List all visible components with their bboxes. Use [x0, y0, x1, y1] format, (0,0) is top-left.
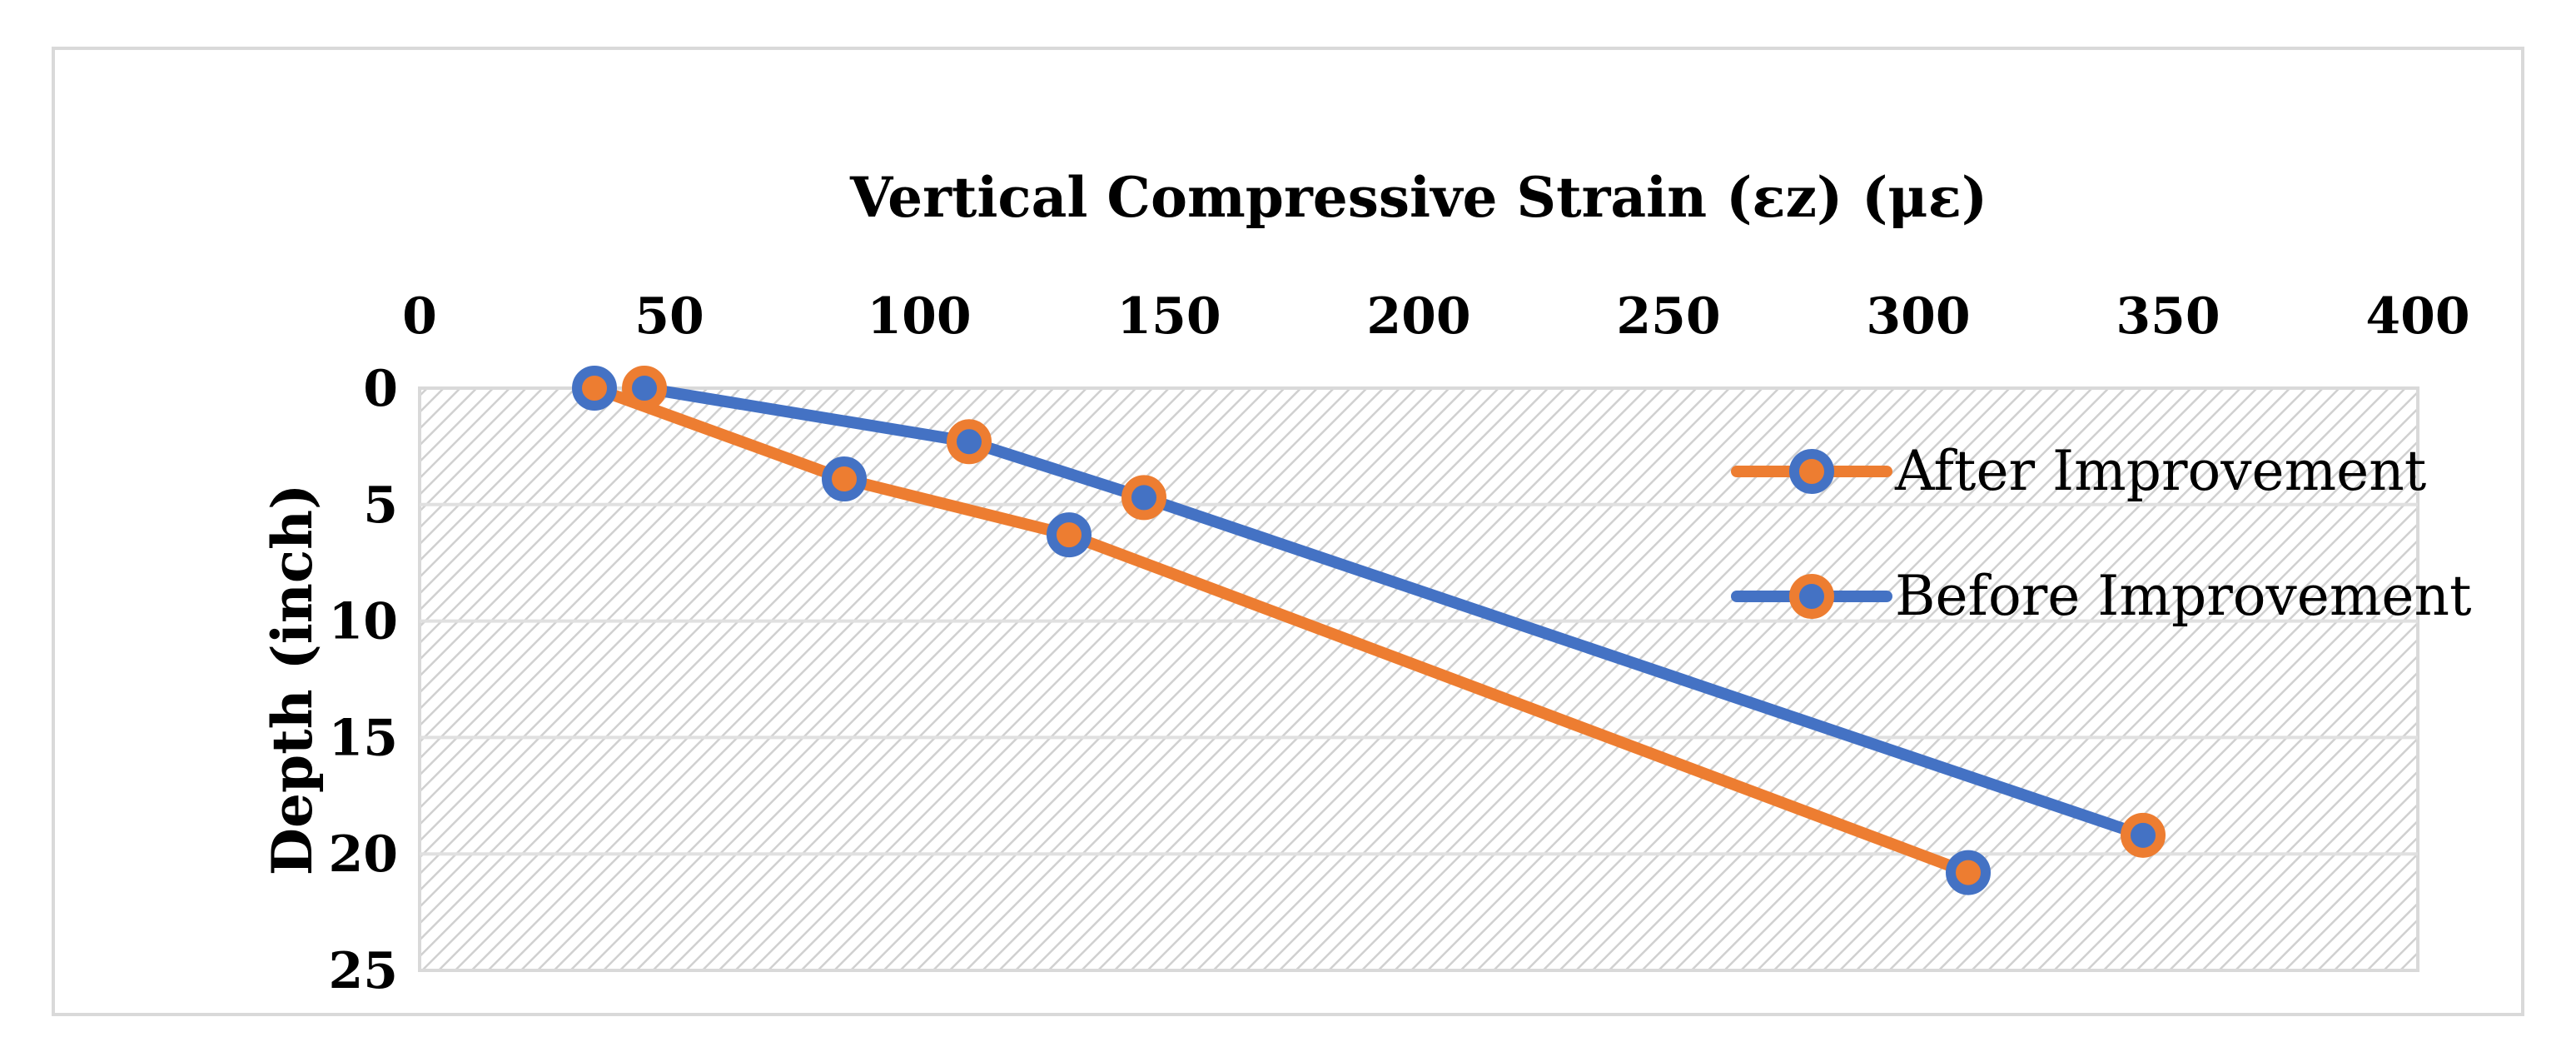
legend-entry-1: After Improvement [1731, 439, 2426, 503]
series-line [589, 382, 1974, 879]
legend-label: Before Improvement [1895, 564, 2472, 628]
y-tick-label-25: 25 [329, 942, 399, 1000]
plot-area [418, 386, 2419, 972]
data-point-2-4 [2121, 812, 2166, 858]
x-tick-label-0: 0 [402, 287, 437, 346]
data-point-2-1 [622, 366, 667, 411]
legend-marker-swatch [1789, 449, 1834, 494]
legend-entry-2: Before Improvement [1731, 564, 2472, 628]
legend: After Improvement Before Improvement [1731, 439, 2472, 628]
series-before-improvement [622, 366, 2166, 858]
data-point-2-2 [947, 419, 992, 465]
data-point-1-1 [572, 366, 617, 411]
line-chart: 0 50 100 150 200 250 300 350 400 0 5 10 15 20 25 Vert… [260, 165, 2472, 1000]
data-point-2-3 [1121, 475, 1166, 521]
y-axis-title: Depth (inch) [260, 484, 325, 876]
series-after-improvement [572, 366, 1991, 895]
data-point-1-4 [1946, 850, 1991, 895]
x-tick-label-400: 400 [2365, 287, 2469, 346]
x-tick-label-100: 100 [867, 287, 971, 346]
x-tick-label-150: 150 [1116, 287, 1221, 346]
x-axis-ticks: 0 50 100 150 200 250 300 350 400 [402, 287, 2470, 346]
chart-frame: 0 50 100 150 200 250 300 350 400 0 5 10 15 20 25 Vert… [52, 47, 2524, 1016]
x-tick-label-250: 250 [1616, 287, 1720, 346]
x-tick-label-50: 50 [634, 287, 704, 346]
y-tick-label-10: 10 [329, 593, 399, 651]
legend-marker-swatch [1789, 574, 1834, 619]
series-layer [572, 366, 2166, 895]
data-point-1-2 [822, 456, 867, 502]
legend-label: After Improvement [1894, 439, 2426, 503]
y-tick-label-0: 0 [363, 360, 398, 418]
y-axis-ticks: 0 5 10 15 20 25 [329, 360, 399, 1000]
x-tick-label-350: 350 [2116, 287, 2220, 346]
series-line [639, 382, 2149, 841]
grid-lines [420, 502, 2418, 856]
y-tick-label-15: 15 [329, 709, 399, 767]
x-tick-label-300: 300 [1866, 287, 1970, 346]
y-tick-label-20: 20 [329, 825, 399, 884]
data-point-1-3 [1047, 512, 1092, 558]
x-tick-label-200: 200 [1366, 287, 1470, 346]
x-axis-title: Vertical Compressive Strain (εz) (με) [849, 165, 1987, 230]
y-tick-label-5: 5 [363, 476, 398, 535]
